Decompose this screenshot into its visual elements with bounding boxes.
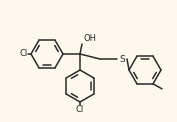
Text: Cl: Cl bbox=[20, 50, 28, 59]
Text: Cl: Cl bbox=[76, 105, 84, 114]
Text: S: S bbox=[119, 55, 125, 63]
Text: OH: OH bbox=[83, 34, 96, 43]
